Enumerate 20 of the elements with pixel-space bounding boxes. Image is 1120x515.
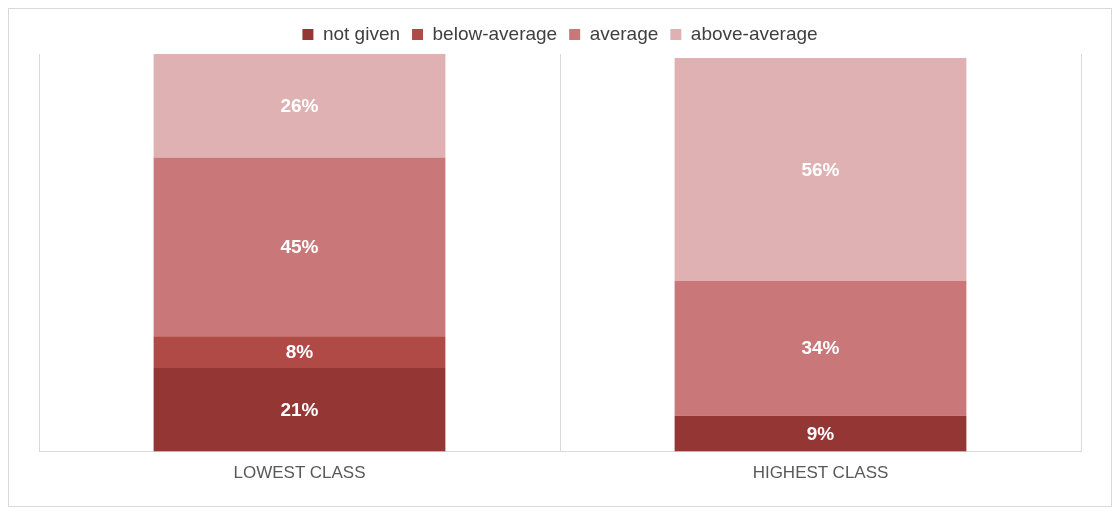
x-tick-label: LOWEST CLASS — [233, 463, 366, 483]
bar — [674, 280, 967, 416]
data-label: 45% — [280, 236, 319, 258]
legend-label: average — [589, 22, 659, 44]
bar — [153, 54, 446, 158]
bar — [674, 57, 967, 281]
bar — [153, 336, 446, 369]
bar — [153, 368, 446, 452]
legend-label: above-average — [690, 22, 818, 44]
legend-label: below-average — [432, 22, 558, 44]
data-label: 34% — [801, 337, 840, 359]
data-label: 8% — [285, 341, 314, 363]
bar — [153, 157, 446, 337]
data-label: 9% — [806, 422, 835, 444]
data-label: 56% — [801, 158, 840, 180]
x-tick-label: HIGHEST CLASS — [752, 463, 889, 483]
data-label: 21% — [280, 399, 319, 421]
data-label: 26% — [280, 94, 319, 116]
legend-label: not given — [322, 22, 401, 44]
bar — [674, 415, 967, 452]
